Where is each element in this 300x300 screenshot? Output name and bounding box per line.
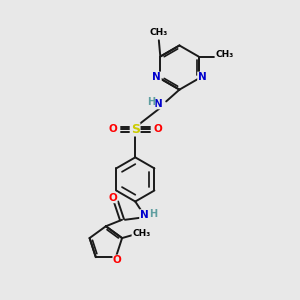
Text: CH₃: CH₃	[132, 229, 150, 238]
Text: CH₃: CH₃	[215, 50, 233, 59]
Text: H: H	[147, 97, 155, 107]
Text: N: N	[152, 72, 161, 82]
Text: N: N	[198, 72, 206, 82]
Text: H: H	[149, 209, 157, 219]
Text: O: O	[154, 124, 162, 134]
Text: O: O	[108, 124, 117, 134]
Text: O: O	[113, 255, 122, 265]
Text: N: N	[154, 99, 163, 109]
Text: N: N	[140, 210, 148, 220]
Text: S: S	[131, 123, 140, 136]
Text: CH₃: CH₃	[150, 28, 168, 37]
Text: O: O	[108, 193, 117, 203]
